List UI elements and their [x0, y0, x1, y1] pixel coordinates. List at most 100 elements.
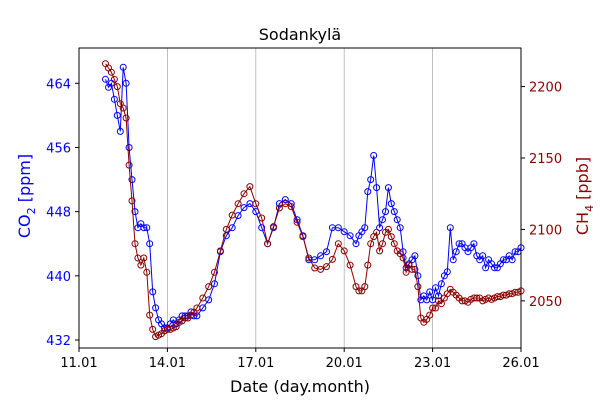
- left-y-axis-title: CO2 [ppm]: [15, 154, 38, 238]
- axis-ticks: 11.01 14.01 17.01 20.01 23.01 26.01 432 440 448 4…: [46, 77, 562, 371]
- data-point-ch4: [211, 268, 218, 276]
- x-tick-label: 26.01: [502, 356, 539, 371]
- x-tick-label: 23.01: [414, 356, 451, 371]
- left-y-axis-title-unit: [ppm]: [15, 154, 34, 207]
- data-point-ch4: [437, 300, 445, 308]
- data-point-ch4: [402, 268, 410, 276]
- data-point-ch4: [128, 197, 136, 205]
- data-point-co2: [143, 224, 151, 232]
- x-tick-label: 20.01: [326, 356, 363, 371]
- left-y-tick-label: 456: [46, 141, 71, 156]
- data-point-co2: [396, 224, 404, 232]
- data-point-ch4: [216, 247, 224, 255]
- data-point-co2: [128, 176, 136, 184]
- data-point-co2: [281, 196, 289, 204]
- data-point-co2: [384, 184, 392, 192]
- plot-frame: [78, 47, 522, 349]
- x-tick-label: 11.01: [60, 356, 97, 371]
- data-point-ch4: [264, 240, 272, 248]
- data-point-ch4: [110, 75, 118, 83]
- data-point-ch4: [355, 287, 363, 295]
- data-point-co2: [499, 256, 507, 264]
- data-point-co2: [149, 288, 157, 296]
- data-point-ch4: [131, 240, 139, 248]
- right-y-tick-label: 2200: [529, 81, 562, 96]
- data-point-co2: [482, 264, 490, 272]
- data-point-co2: [508, 256, 516, 264]
- data-point-co2: [367, 176, 375, 184]
- right-y-axis-title: CH4 [ppb]: [573, 157, 596, 235]
- data-point-ch4: [275, 204, 283, 212]
- data-point-ch4: [399, 254, 407, 262]
- data-point-co2: [432, 284, 439, 292]
- data-point-ch4: [125, 161, 133, 169]
- data-point-co2: [131, 208, 139, 216]
- data-point-ch4: [181, 314, 189, 322]
- data-point-ch4: [346, 261, 354, 269]
- chart-title: Sodankylä: [259, 25, 341, 44]
- x-axis-title: Date (day.month): [230, 377, 370, 396]
- data-point-co2: [334, 224, 342, 232]
- data-point-ch4: [287, 203, 295, 211]
- data-point-ch4: [137, 261, 145, 269]
- data-point-ch4: [222, 225, 230, 233]
- data-point-ch4: [281, 200, 289, 208]
- data-point-co2: [470, 240, 478, 248]
- data-point-ch4: [432, 304, 439, 312]
- data-point-ch4: [328, 255, 336, 263]
- data-point-co2: [379, 216, 386, 224]
- data-point-ch4: [384, 225, 392, 233]
- data-point-ch4: [411, 265, 419, 273]
- data-point-co2: [364, 188, 372, 196]
- left-y-tick-label: 440: [46, 270, 71, 285]
- right-y-tick-label: 2050: [529, 295, 562, 310]
- data-point-ch4: [140, 254, 148, 262]
- data-point-ch4: [299, 233, 307, 241]
- data-point-ch4: [270, 223, 277, 231]
- x-tick-label: 17.01: [237, 356, 274, 371]
- data-point-co2: [240, 204, 248, 212]
- data-point-co2: [455, 240, 463, 248]
- data-point-ch4: [193, 304, 201, 312]
- data-point-ch4: [323, 263, 330, 271]
- left-y-axis-title-base: CO: [15, 214, 34, 238]
- series-line-co2: [105, 67, 522, 329]
- data-point-ch4: [340, 247, 348, 255]
- data-point-co2: [393, 216, 401, 224]
- data-point-co2: [370, 152, 378, 159]
- data-point-ch4: [258, 214, 266, 222]
- data-point-ch4: [234, 200, 242, 208]
- data-point-co2: [119, 63, 127, 71]
- data-point-co2: [340, 228, 348, 236]
- data-point-ch4: [426, 311, 434, 319]
- data-point-ch4: [390, 240, 398, 248]
- data-point-ch4: [364, 261, 372, 269]
- data-point-co2: [446, 224, 454, 232]
- data-point-ch4: [113, 83, 121, 91]
- data-point-co2: [387, 200, 395, 208]
- data-point-ch4: [305, 254, 313, 262]
- data-point-co2: [152, 304, 160, 312]
- data-point-co2: [479, 252, 487, 260]
- data-point-ch4: [119, 104, 127, 112]
- data-point-ch4: [408, 265, 416, 273]
- data-point-co2: [435, 292, 442, 300]
- data-point-co2: [125, 144, 133, 151]
- data-point-co2: [414, 272, 422, 280]
- left-y-tick-label: 432: [46, 334, 71, 349]
- data-point-ch4: [473, 294, 481, 302]
- right-y-tick-label: 2150: [529, 152, 562, 167]
- data-point-co2: [443, 268, 451, 276]
- right-y-axis-title-base: CH: [573, 212, 592, 235]
- series-co2: [102, 63, 525, 332]
- data-point-ch4: [143, 268, 151, 276]
- left-y-axis-title-sub: 2: [25, 207, 38, 214]
- data-point-co2: [382, 208, 389, 216]
- right-y-tick-label: 2100: [529, 223, 562, 238]
- data-point-ch4: [361, 283, 369, 291]
- data-point-co2: [511, 248, 519, 256]
- data-point-co2: [411, 252, 419, 260]
- x-tick-label: 14.01: [149, 356, 186, 371]
